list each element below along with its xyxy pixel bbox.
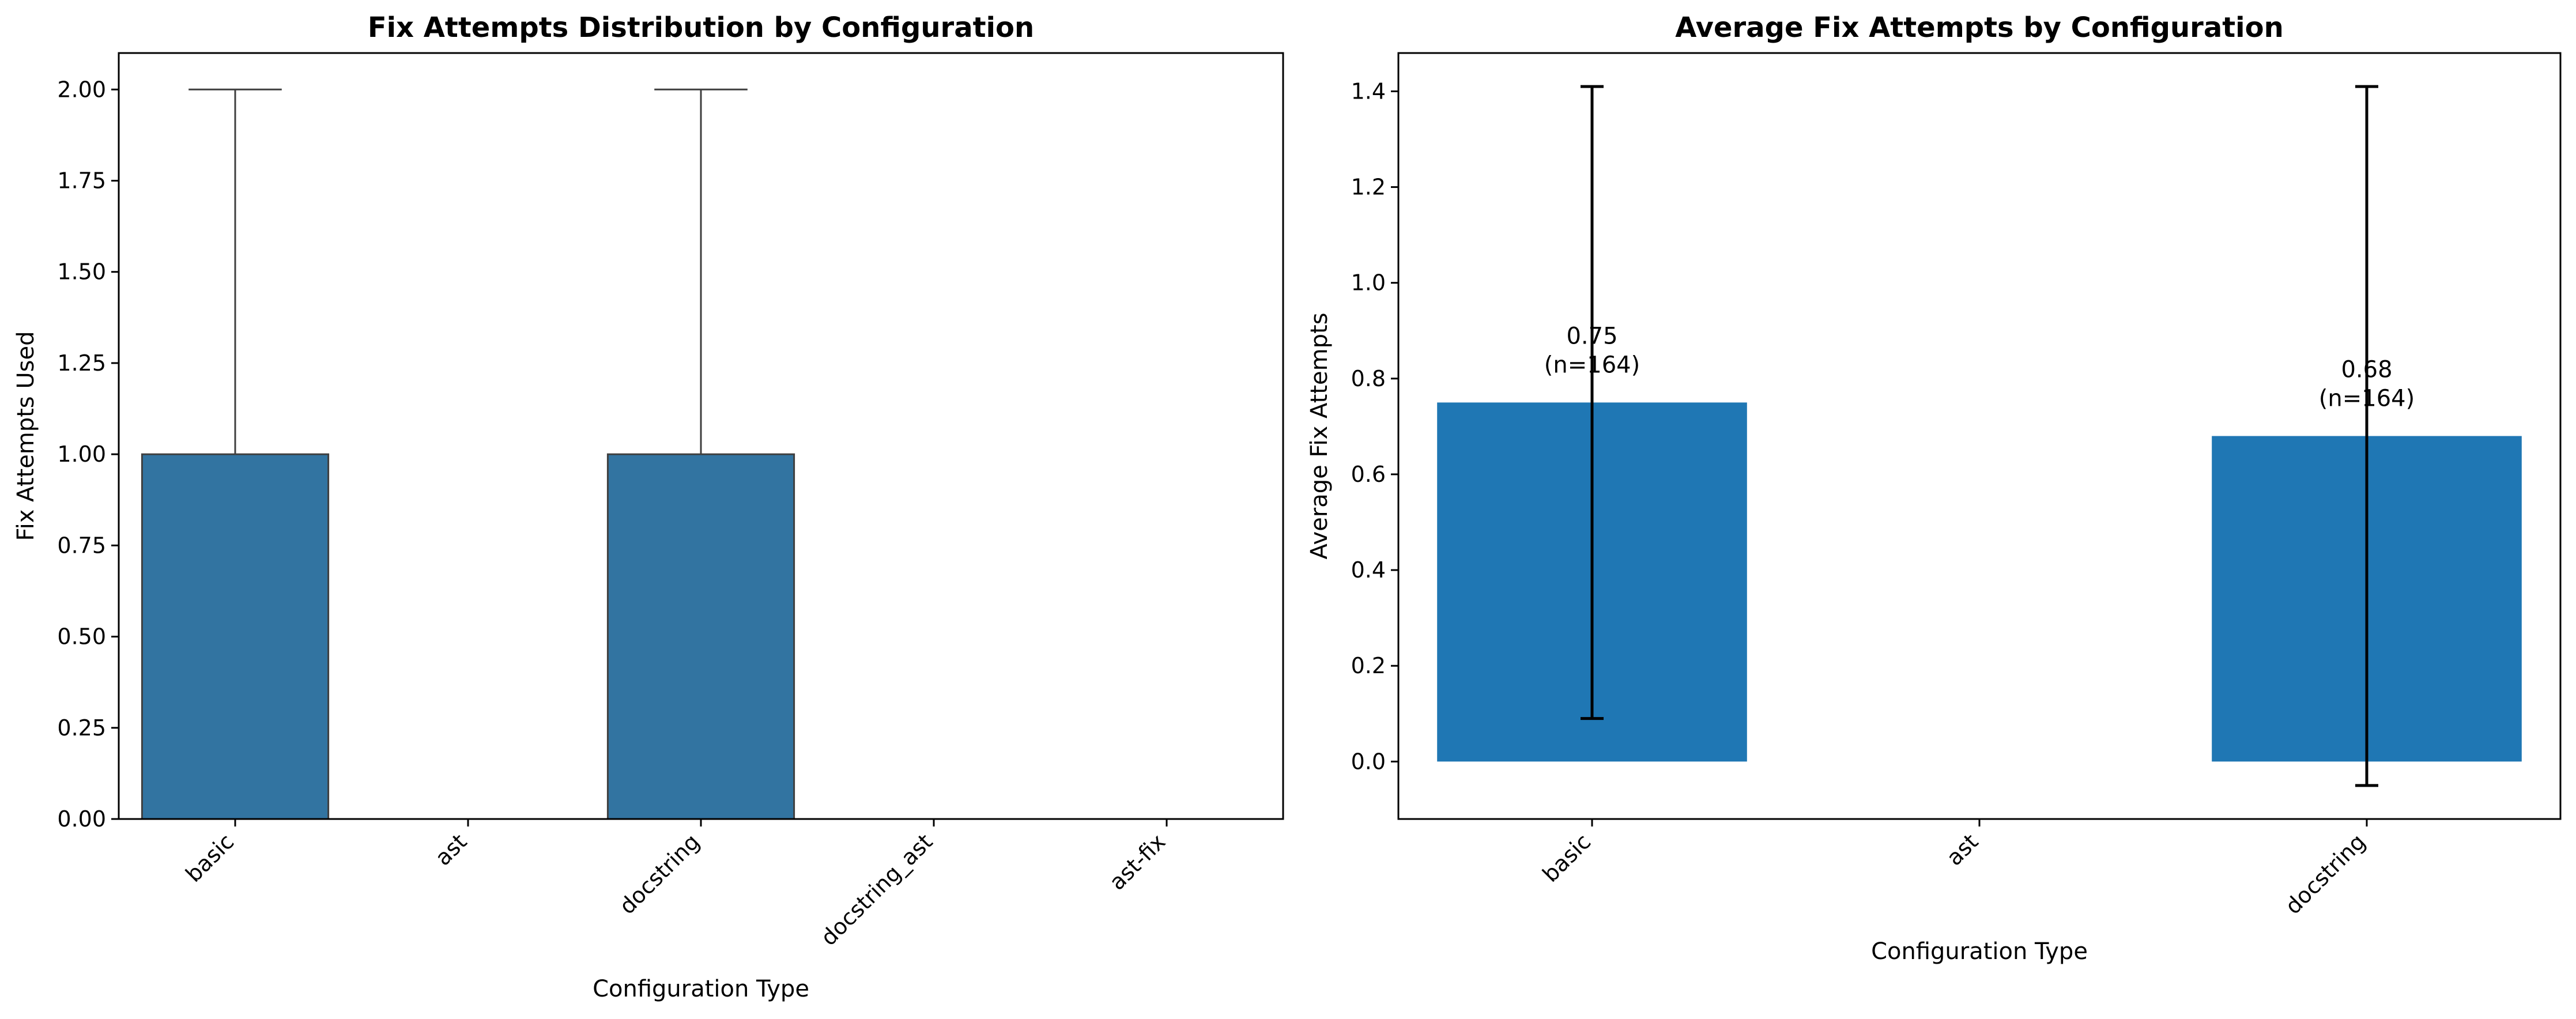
y-tick-label: 0.8: [1351, 366, 1386, 391]
box-basic: [141, 453, 330, 820]
x-tick-label: docstring_ast: [816, 829, 937, 950]
bar-n-label: (n=164): [2319, 386, 2415, 412]
x-axis-label: Configuration Type: [593, 976, 809, 1002]
x-tick-label: docstring: [2280, 829, 2371, 919]
y-tick-label: 1.4: [1351, 78, 1386, 104]
box-docstring: [606, 453, 795, 820]
y-tick-label: 1.50: [57, 259, 106, 285]
y-tick-label: 0.4: [1351, 557, 1386, 583]
y-tick-label: 1.00: [57, 441, 106, 467]
y-tick-label: 0.00: [57, 806, 106, 832]
y-tick-label: 0.6: [1351, 462, 1386, 487]
y-axis-label: Average Fix Attempts: [1306, 312, 1333, 559]
x-tick-label: ast: [1941, 829, 1983, 870]
box-plot-fix-attempts-distribution: Fix Attempts Distribution by Configurati…: [13, 12, 1284, 1002]
y-tick-label: 0.2: [1351, 653, 1386, 678]
x-axis-label: Configuration Type: [1871, 938, 2088, 965]
y-axis-label: Fix Attempts Used: [13, 331, 39, 541]
x-tick-label: ast: [430, 829, 472, 870]
y-tick-label: 1.75: [57, 168, 106, 194]
y-tick-label: 1.25: [57, 350, 106, 376]
y-tick-label: 0.50: [57, 624, 106, 650]
bar-n-label: (n=164): [1544, 352, 1640, 378]
x-tick-label: docstring: [614, 829, 705, 919]
bar-chart-average-fix-attempts: 0.75 (n=164) 0.68 (n=164) Average Fix Attemp…: [1306, 12, 2562, 965]
chart-title: Average Fix Attempts by Configuration: [1675, 12, 2284, 44]
bar-value-label: 0.75: [1566, 323, 1617, 349]
y-tick-label: 1.0: [1351, 270, 1386, 296]
chart-title: Fix Attempts Distribution by Configurati…: [368, 12, 1034, 44]
y-tick-label: 1.2: [1351, 175, 1386, 200]
y-tick-label: 0.25: [57, 715, 106, 741]
bar-value-label: 0.68: [2341, 357, 2392, 383]
y-tick-label: 0.75: [57, 533, 106, 558]
x-tick-label: ast-fix: [1104, 829, 1171, 895]
y-tick-label: 2.00: [57, 77, 106, 102]
x-tick-label: basic: [180, 829, 239, 887]
x-tick-label: basic: [1537, 829, 1596, 887]
y-tick-label: 0.0: [1351, 749, 1386, 774]
